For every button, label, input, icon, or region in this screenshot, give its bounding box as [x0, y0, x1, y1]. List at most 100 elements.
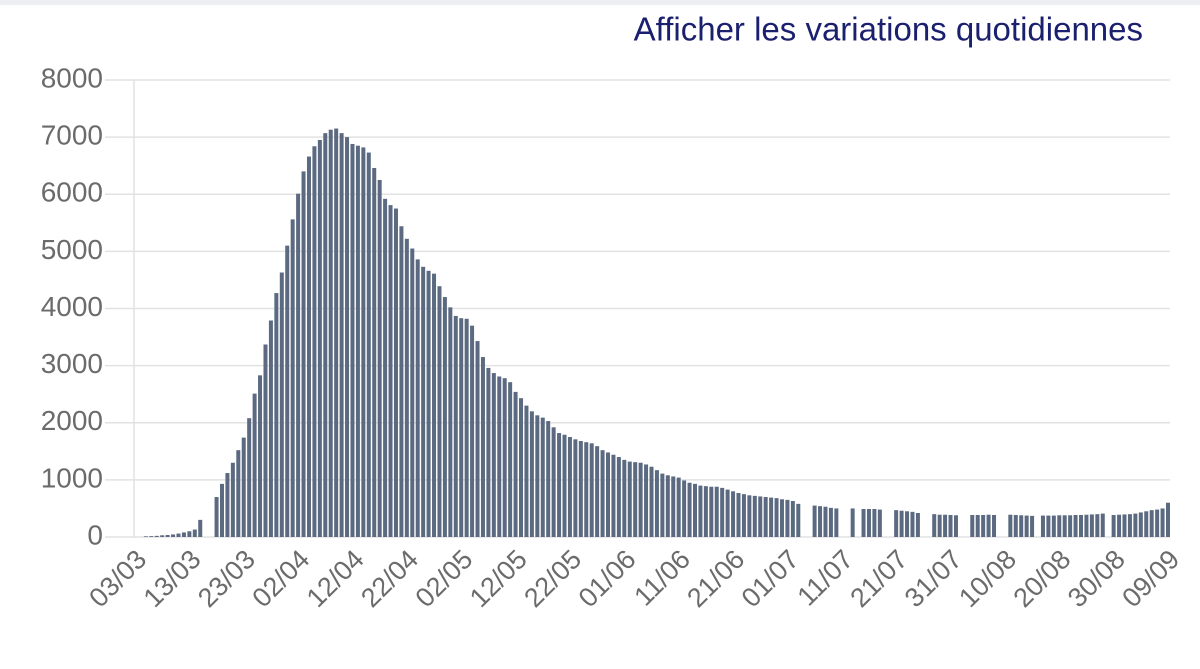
bar — [1133, 513, 1138, 537]
x-tick-label: 12/04 — [301, 544, 370, 613]
bar — [785, 499, 790, 537]
y-tick-label: 7000 — [41, 120, 103, 151]
x-tick-label: 12/05 — [464, 544, 533, 613]
bar — [687, 482, 692, 537]
bar — [181, 532, 186, 537]
bar — [1127, 514, 1132, 537]
bar — [1166, 502, 1170, 537]
bar — [355, 145, 360, 537]
bar — [970, 515, 975, 537]
bar — [432, 273, 437, 537]
bar — [1057, 515, 1062, 537]
bar — [834, 508, 839, 537]
daily-variation-toggle[interactable]: Afficher les variations quotidiennes — [634, 11, 1143, 48]
bar — [1095, 514, 1100, 537]
bar — [720, 487, 725, 537]
x-tick-label: 21/06 — [681, 544, 750, 613]
x-tick-label: 09/09 — [1116, 544, 1185, 613]
x-tick-label: 23/03 — [192, 544, 261, 613]
bar — [519, 398, 524, 537]
x-tick-label: 02/04 — [246, 544, 315, 613]
bar — [1155, 509, 1160, 537]
bar — [894, 510, 899, 537]
bar — [622, 459, 627, 537]
bar — [1084, 514, 1089, 537]
bar — [769, 497, 774, 537]
bar — [502, 378, 507, 537]
x-tick-label: 02/05 — [409, 544, 478, 613]
bar — [263, 344, 268, 537]
bar — [1111, 515, 1116, 537]
bar — [709, 486, 714, 537]
bar — [866, 509, 871, 537]
bar — [160, 535, 165, 537]
bar — [1089, 514, 1094, 537]
bar — [540, 417, 545, 537]
bar — [464, 318, 469, 537]
bar — [1008, 514, 1013, 537]
y-tick-label: 0 — [87, 519, 103, 550]
bar — [774, 498, 779, 537]
bar — [589, 443, 594, 537]
bar — [219, 483, 224, 537]
x-tick-label: 31/07 — [899, 544, 968, 613]
bar — [1019, 515, 1024, 537]
bar — [279, 272, 284, 537]
x-tick-label: 03/03 — [83, 544, 152, 613]
bar — [388, 205, 393, 537]
bar — [1062, 515, 1067, 537]
x-tick-label: 21/07 — [844, 544, 913, 613]
bar — [600, 450, 605, 537]
bar — [981, 515, 986, 537]
bar — [703, 486, 708, 537]
bar — [285, 245, 290, 537]
bar — [665, 475, 670, 537]
bar — [399, 226, 404, 538]
bar — [1079, 515, 1084, 537]
bar — [149, 536, 154, 537]
bar — [671, 476, 676, 537]
y-tick-label: 4000 — [41, 291, 103, 322]
x-tick-label: 20/08 — [1008, 544, 1077, 613]
bar — [328, 129, 333, 538]
bar — [905, 511, 910, 537]
bar — [698, 485, 703, 537]
bar — [627, 461, 632, 537]
bar — [301, 171, 306, 537]
bar — [953, 515, 958, 537]
bar — [306, 156, 311, 538]
y-tick-label: 6000 — [41, 177, 103, 208]
bar — [992, 515, 997, 537]
bar — [415, 259, 420, 537]
bar — [236, 450, 241, 537]
bar — [638, 462, 643, 537]
bar — [937, 514, 942, 537]
bar — [725, 489, 730, 537]
bar — [850, 508, 855, 537]
bar — [497, 376, 502, 537]
bar — [442, 297, 447, 537]
y-tick-label: 5000 — [41, 234, 103, 265]
y-tick-label: 2000 — [41, 405, 103, 436]
bar — [1040, 515, 1045, 537]
bar — [606, 452, 611, 537]
bar — [214, 497, 219, 537]
bar — [644, 464, 649, 537]
bar — [910, 511, 915, 537]
bar — [616, 457, 621, 537]
bar — [861, 509, 866, 537]
bar — [975, 515, 980, 537]
bar — [296, 193, 301, 537]
bar — [230, 462, 235, 537]
bar — [154, 535, 159, 537]
bar — [437, 286, 442, 537]
bar — [736, 493, 741, 537]
bar — [508, 382, 513, 537]
bar — [334, 128, 339, 537]
bar — [323, 133, 328, 537]
bar — [1030, 515, 1035, 537]
bar — [350, 143, 355, 538]
bar — [557, 433, 562, 537]
